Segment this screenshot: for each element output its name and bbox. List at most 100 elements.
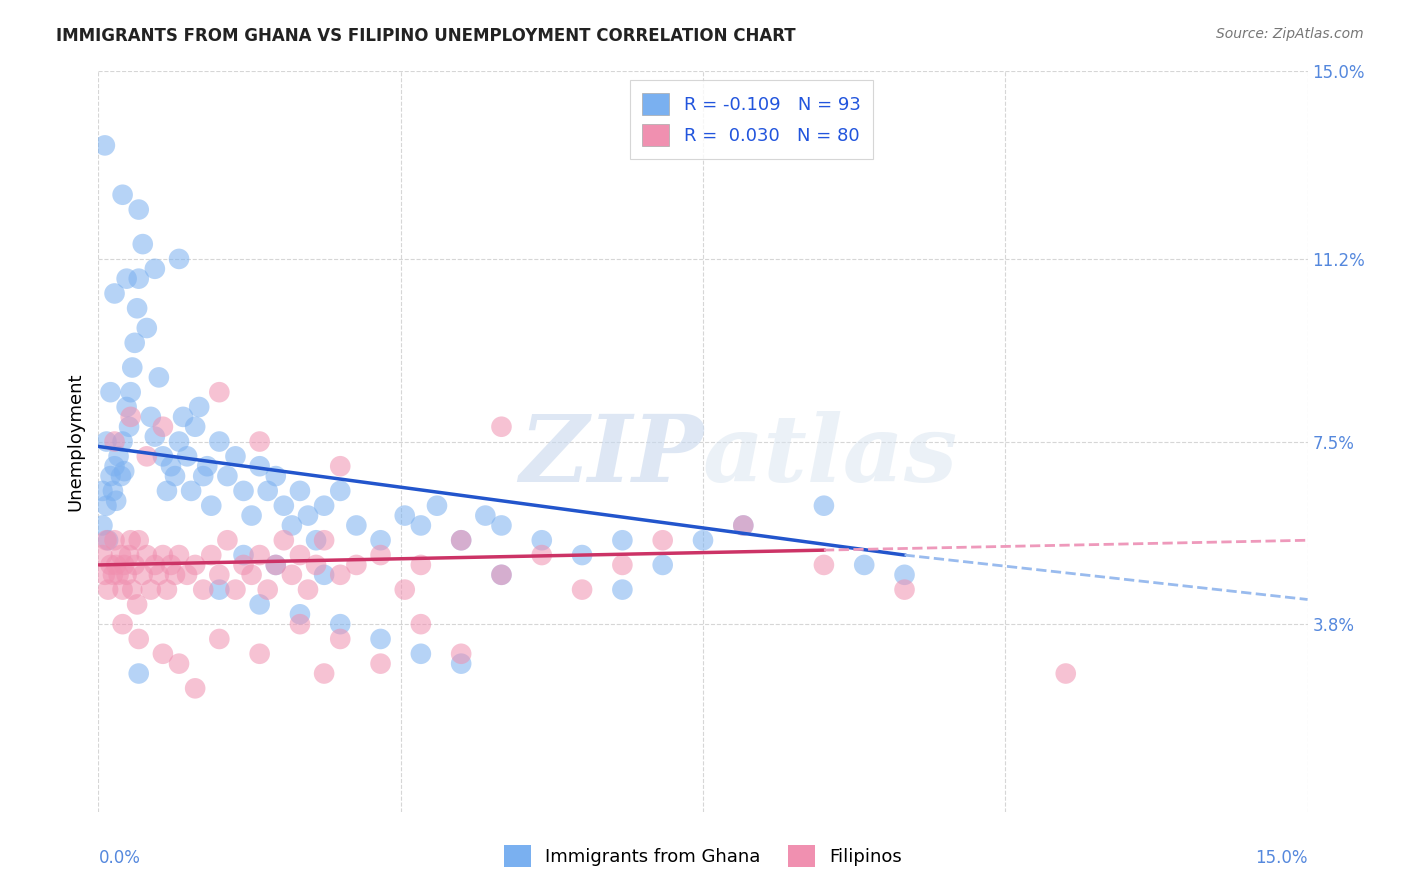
Point (97, 533, 120, 548)
Point (103, 434, 125, 449)
Point (120, 409, 142, 424)
Point (208, 434, 231, 449)
Point (105, 493, 128, 508)
Point (96, 434, 118, 449)
Point (281, 567, 304, 582)
Point (100, 469, 122, 483)
Text: ZIP: ZIP (519, 411, 703, 501)
Point (409, 558, 432, 572)
Point (135, 321, 157, 335)
Point (612, 558, 634, 572)
Point (273, 499, 295, 513)
Point (329, 567, 352, 582)
Point (105, 558, 128, 572)
Point (91, 548, 114, 562)
Text: 0.0%: 0.0% (98, 849, 141, 867)
Point (118, 548, 141, 562)
Point (394, 582, 416, 597)
Text: Source: ZipAtlas.com: Source: ZipAtlas.com (1216, 27, 1364, 41)
Point (692, 533, 714, 548)
Point (329, 483, 352, 498)
Point (112, 558, 135, 572)
Point (249, 459, 271, 474)
Point (100, 558, 122, 572)
Point (450, 657, 472, 671)
Point (256, 582, 278, 597)
Point (426, 499, 449, 513)
Point (110, 548, 132, 562)
Point (530, 533, 553, 548)
Point (208, 632, 231, 646)
Point (491, 419, 513, 434)
Legend: R = -0.109   N = 93, R =  0.030   N = 80: R = -0.109 N = 93, R = 0.030 N = 80 (630, 80, 873, 159)
Point (176, 567, 198, 582)
Point (160, 459, 183, 474)
Point (163, 567, 186, 582)
Point (813, 558, 835, 572)
Legend: Immigrants from Ghana, Filipinos: Immigrants from Ghana, Filipinos (496, 838, 910, 874)
Point (813, 499, 835, 513)
Point (128, 271, 150, 285)
Point (651, 558, 673, 572)
Point (249, 647, 271, 661)
Point (193, 469, 215, 483)
Text: 15.0%: 15.0% (1256, 849, 1308, 867)
Point (329, 459, 352, 474)
Point (115, 400, 138, 414)
Point (612, 582, 634, 597)
Point (571, 548, 593, 562)
Point (128, 666, 150, 681)
Point (893, 582, 915, 597)
Point (91, 518, 114, 533)
Point (176, 450, 198, 464)
Point (264, 558, 287, 572)
Point (96, 499, 118, 513)
Point (491, 567, 513, 582)
Point (163, 469, 186, 483)
Point (156, 483, 179, 498)
Point (450, 647, 472, 661)
Point (305, 533, 328, 548)
Point (208, 385, 231, 400)
Point (1054, 666, 1077, 681)
Point (135, 548, 157, 562)
Point (217, 469, 239, 483)
Point (409, 617, 432, 632)
Point (249, 548, 271, 562)
Point (281, 518, 304, 533)
Point (167, 548, 190, 562)
Point (571, 582, 593, 597)
Point (256, 483, 278, 498)
Point (208, 567, 231, 582)
Point (172, 409, 194, 424)
Point (132, 567, 155, 582)
Point (370, 657, 392, 671)
Point (118, 419, 141, 434)
Point (853, 558, 876, 572)
Point (184, 681, 207, 696)
Point (249, 598, 271, 612)
Point (124, 335, 146, 350)
Point (107, 450, 129, 464)
Point (152, 419, 174, 434)
Point (193, 582, 215, 597)
Point (107, 567, 129, 582)
Point (651, 533, 673, 548)
Point (184, 419, 207, 434)
Point (612, 533, 634, 548)
Point (297, 582, 319, 597)
Point (344, 518, 367, 533)
Point (152, 450, 174, 464)
Point (305, 558, 328, 572)
Point (314, 567, 336, 582)
Point (121, 360, 143, 375)
Point (96, 533, 118, 548)
Point (152, 548, 174, 562)
Point (264, 469, 287, 483)
Point (101, 483, 124, 498)
Point (491, 567, 513, 582)
Point (143, 558, 166, 572)
Point (200, 548, 222, 562)
Point (264, 558, 287, 572)
Point (115, 271, 138, 285)
